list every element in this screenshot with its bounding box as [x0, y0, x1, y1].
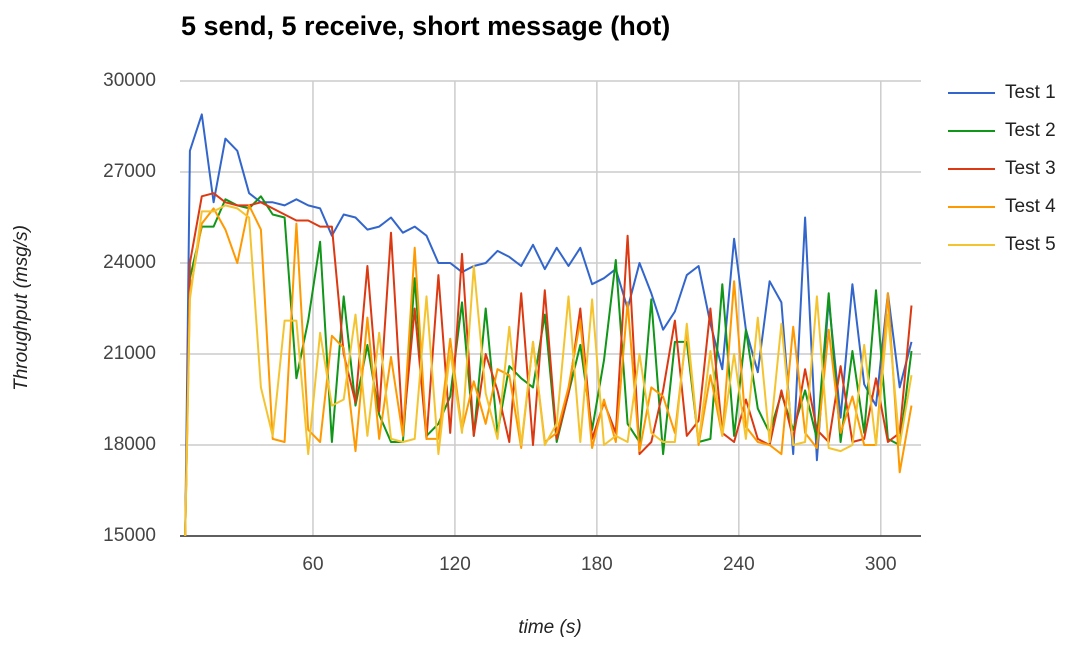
chart-title: 5 send, 5 receive, short message (hot) — [181, 11, 670, 41]
series-line — [184, 204, 913, 537]
legend-label: Test 1 — [1005, 82, 1056, 103]
legend-label: Test 4 — [1005, 196, 1056, 217]
y-tick-label: 15000 — [103, 525, 156, 546]
legend-label: Test 5 — [1005, 234, 1056, 255]
y-tick-label: 21000 — [103, 343, 156, 364]
x-axis-label: time (s) — [518, 617, 581, 638]
x-tick-label: 240 — [723, 554, 755, 575]
x-tick-label: 60 — [302, 554, 323, 575]
legend-label: Test 3 — [1005, 158, 1056, 179]
legend-label: Test 2 — [1005, 120, 1056, 141]
x-tick-label: 300 — [865, 554, 897, 575]
x-tick-label: 180 — [581, 554, 613, 575]
y-tick-label: 27000 — [103, 161, 156, 182]
y-tick-label: 30000 — [103, 70, 156, 91]
y-axis-label: Throughput (msg/s) — [11, 225, 32, 391]
series-line — [184, 192, 913, 537]
y-tick-label: 24000 — [103, 252, 156, 273]
y-tick-label: 18000 — [103, 434, 156, 455]
x-tick-label: 120 — [439, 554, 471, 575]
